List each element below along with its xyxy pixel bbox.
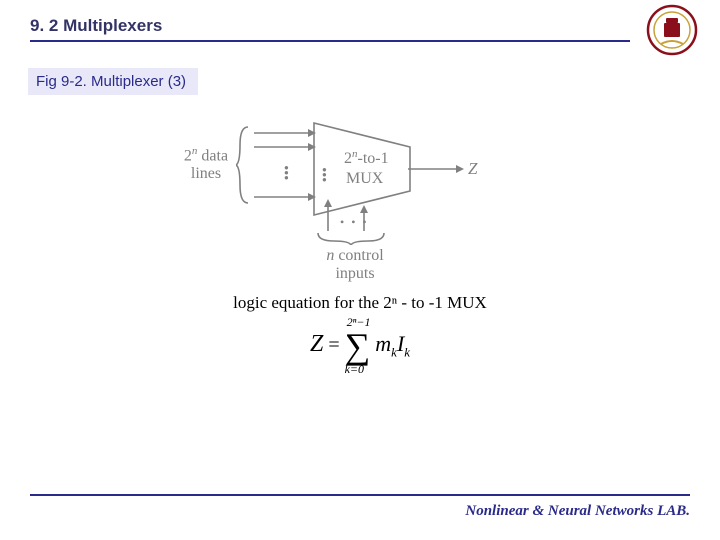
university-logo-icon — [646, 4, 698, 56]
logic-equation: Z = 2ⁿ−1 ∑ k=0 mkIk — [0, 331, 720, 361]
data-lines-label: 2n data lines — [177, 145, 235, 183]
slide-header: 9. 2 Multiplexers — [0, 0, 720, 48]
footer-lab-name: Nonlinear & Neural Networks LAB. — [465, 503, 690, 520]
term-m: mk — [375, 331, 397, 356]
footer-divider — [30, 494, 690, 496]
svg-text:MUX: MUX — [346, 170, 384, 187]
mux-diagram: 2n data lines ●●● 2n-to-1 MUX ●●● Z • • … — [0, 107, 720, 287]
sum-upper-limit: 2ⁿ−1 — [347, 318, 371, 328]
equation-lhs: Z — [310, 331, 323, 357]
control-hdots-icon: • • • — [340, 215, 369, 230]
control-inputs-label: n control inputs — [320, 247, 390, 283]
mux-input-vdots-icon: ●●● — [322, 167, 327, 182]
equation-equals: = — [328, 334, 344, 356]
svg-text:Z: Z — [468, 161, 478, 178]
input-vdots-icon: ●●● — [284, 165, 289, 180]
section-title: 9. 2 Multiplexers — [30, 16, 690, 36]
output-arrow-icon: Z — [408, 161, 478, 181]
figure-number: Fig 9-2. — [36, 73, 87, 90]
bottom-brace-icon — [316, 231, 386, 245]
figure-caption-text: Multiplexer (3) — [87, 73, 186, 90]
figure-caption-box: Fig 9-2. Multiplexer (3) — [28, 68, 198, 95]
sum-lower-limit: k=0 — [345, 365, 364, 375]
svg-text:2n-to-1: 2n-to-1 — [344, 148, 389, 167]
title-underline — [30, 40, 630, 42]
term-I: Ik — [397, 331, 410, 356]
equation-caption: logic equation for the 2ⁿ - to -1 MUX — [0, 293, 720, 313]
left-brace-icon — [236, 125, 252, 205]
sigma-icon: 2ⁿ−1 ∑ k=0 — [345, 332, 371, 361]
